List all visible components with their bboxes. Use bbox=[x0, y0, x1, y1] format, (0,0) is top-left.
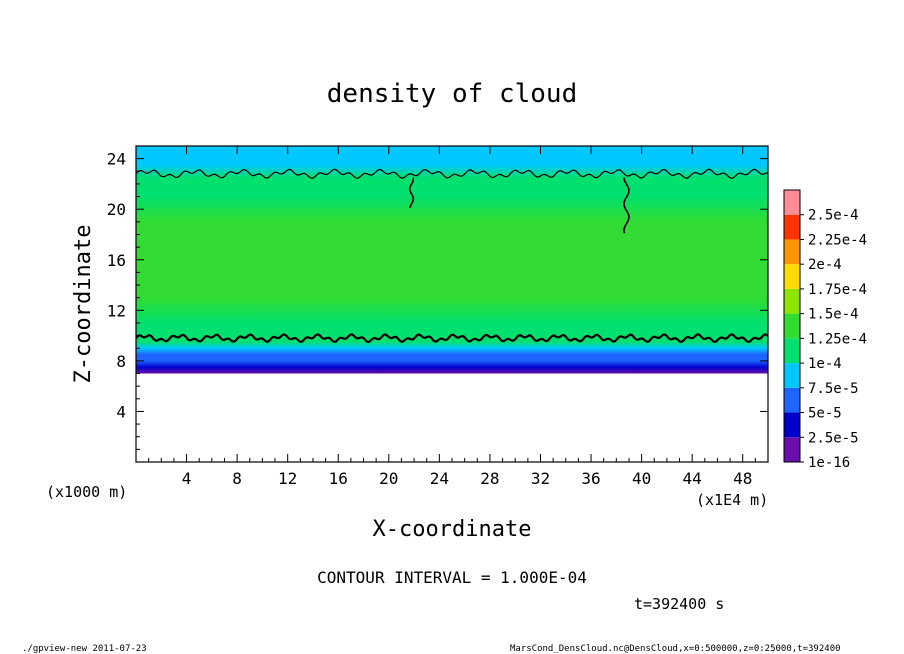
x-tick-label: 8 bbox=[232, 469, 242, 488]
x-unit-label: (x1E4 m) bbox=[696, 491, 768, 509]
colorbar-label: 2.5e-5 bbox=[808, 430, 859, 446]
x-tick-label: 16 bbox=[329, 469, 348, 488]
colorbar-frame bbox=[783, 189, 801, 463]
colorbar-swatch bbox=[784, 313, 800, 339]
y-unit-label: (x1000 m) bbox=[46, 483, 127, 501]
x-tick-label: 32 bbox=[531, 469, 550, 488]
y-tick-label: 20 bbox=[107, 200, 126, 219]
x-tick-label: 12 bbox=[278, 469, 297, 488]
colorbar-label: 1.5e-4 bbox=[808, 307, 859, 323]
x-tick-label: 44 bbox=[683, 469, 702, 488]
colorbar-swatch bbox=[784, 264, 800, 289]
colorbar-swatch bbox=[784, 437, 800, 462]
colorbar-label: 2.25e-4 bbox=[808, 232, 867, 248]
x-tick-label: 4 bbox=[182, 469, 192, 488]
colorbar-swatch bbox=[784, 412, 800, 438]
density-field bbox=[136, 146, 768, 462]
plot-area bbox=[135, 145, 769, 463]
y-tick-label: 24 bbox=[107, 150, 126, 169]
colorbar-label: 1.25e-4 bbox=[808, 331, 867, 347]
contour-plume-right bbox=[623, 177, 630, 234]
colorbar-label: 1e-16 bbox=[808, 455, 850, 471]
colorbar-label: 2e-4 bbox=[808, 257, 842, 273]
x-axis-ticks: 4 8 12 16 20 24 28 32 36 40 44 48 bbox=[148, 146, 756, 488]
y-tick-label: 12 bbox=[107, 301, 126, 320]
x-tick-label: 20 bbox=[379, 469, 398, 488]
colorbar-label: 1e-4 bbox=[808, 356, 842, 372]
y-axis-label: Z-coordinate bbox=[71, 225, 96, 384]
contour-line-upper bbox=[136, 168, 768, 179]
contour-plume-left bbox=[408, 177, 415, 209]
colorbar-label: 5e-5 bbox=[808, 406, 842, 422]
y-tick-label: 4 bbox=[116, 402, 126, 421]
footer-left: ./gpview-new 2011-07-23 bbox=[22, 644, 147, 654]
colorbar-swatch bbox=[784, 387, 800, 413]
colorbar-swatch bbox=[784, 288, 800, 314]
x-tick-label: 24 bbox=[430, 469, 449, 488]
contour-line-lower bbox=[136, 333, 768, 344]
y-tick-label: 8 bbox=[116, 352, 126, 371]
colorbar-label: 2.5e-4 bbox=[808, 208, 859, 224]
time-stamp: t=392400 s bbox=[634, 595, 724, 613]
colorbar-swatch bbox=[784, 363, 800, 388]
colorbar-label: 1.75e-4 bbox=[808, 282, 867, 298]
x-tick-label: 40 bbox=[632, 469, 651, 488]
x-tick-label: 36 bbox=[581, 469, 600, 488]
y-axis-ticks: 4 8 12 16 20 24 bbox=[107, 150, 768, 450]
x-axis-label: X-coordinate bbox=[373, 517, 532, 542]
colorbar: 1e-16 2.5e-5 5e-5 7.5e-5 1e-4 1.25e-4 1.5e-4 1.… bbox=[783, 189, 867, 471]
x-tick-label: 28 bbox=[480, 469, 499, 488]
colorbar-swatch bbox=[784, 239, 800, 265]
contour-interval: CONTOUR INTERVAL = 1.000E-04 bbox=[317, 568, 587, 587]
colorbar-label: 7.5e-5 bbox=[808, 381, 859, 397]
chart-title: density of cloud bbox=[327, 79, 577, 109]
colorbar-swatch bbox=[784, 190, 800, 215]
y-tick-label: 16 bbox=[107, 251, 126, 270]
footer-right: MarsCond_DensCloud.nc@DensCloud,x=0:5000… bbox=[510, 644, 841, 654]
colorbar-swatch bbox=[784, 338, 800, 364]
x-tick-label: 48 bbox=[733, 469, 752, 488]
colorbar-swatch bbox=[784, 214, 800, 240]
